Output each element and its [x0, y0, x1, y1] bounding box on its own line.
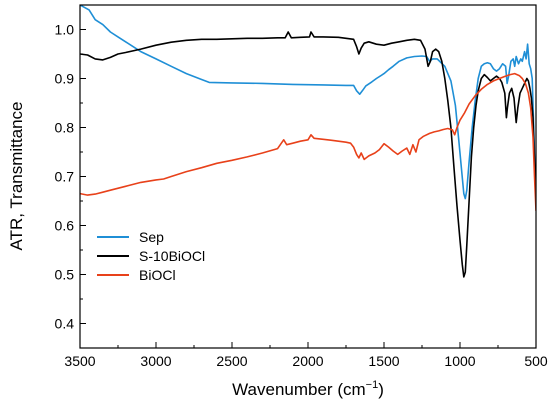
x-tick-label: 2500: [216, 353, 247, 369]
y-tick-label: 0.8: [55, 120, 75, 136]
y-tick-label: 0.6: [55, 218, 75, 234]
legend: Sep S-10BiOCl BiOCl: [97, 229, 205, 283]
y-tick-label: 0.7: [55, 169, 75, 185]
x-ticks: 3500 3000 2500 2000 1500 1000 500: [64, 342, 548, 369]
plot-frame: [79, 4, 537, 349]
y-ticks: 0.4 0.5 0.6 0.7 0.8 0.9 1.0: [55, 4, 86, 349]
y-tick-label: 0.9: [55, 71, 75, 87]
series-line-2: [80, 72, 536, 211]
series-line-0: [80, 5, 536, 200]
series-line-1: [80, 31, 536, 278]
x-tick-label: 500: [524, 353, 548, 369]
x-tick-label: 2000: [292, 353, 323, 369]
y-tick-label: 0.4: [55, 316, 75, 332]
series-lines: [80, 5, 536, 278]
y-tick-label: 0.5: [55, 267, 75, 283]
x-axis-title-close: ): [378, 380, 384, 399]
legend-label: S-10BiOCl: [139, 248, 205, 264]
x-axis-title: Wavenumber (cm−1): [232, 379, 384, 399]
y-tick-label: 1.0: [55, 22, 75, 38]
x-axis-title-main: Wavenumber (cm: [232, 380, 366, 399]
x-tick-label: 3000: [140, 353, 171, 369]
x-axis-title-superscript: −1: [366, 379, 379, 391]
legend-label: BiOCl: [139, 267, 176, 283]
x-tick-label: 1000: [444, 353, 475, 369]
x-tick-label: 3500: [64, 353, 95, 369]
x-tick-label: 1500: [368, 353, 399, 369]
legend-label: Sep: [139, 229, 164, 245]
y-axis-title: ATR, Transmittance: [7, 102, 26, 251]
